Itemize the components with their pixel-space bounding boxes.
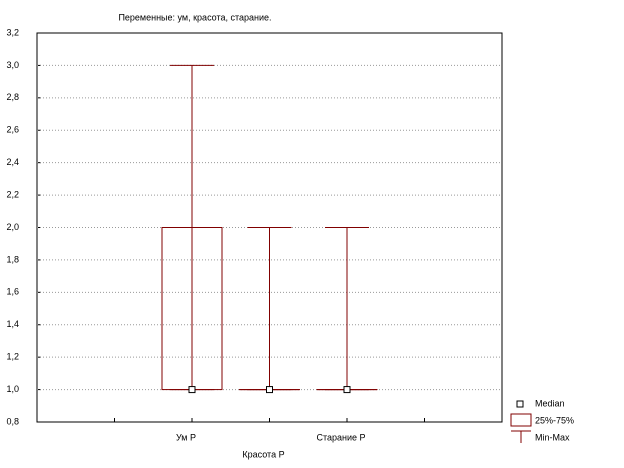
x-tick-label: Старание P [316, 432, 365, 442]
y-tick-label: 2,2 [6, 189, 19, 199]
chart-title: Переменные: ум, красота, старание. [118, 12, 271, 22]
median [343, 386, 351, 394]
legend-label: Min-Max [535, 432, 570, 442]
y-tick-label: 2,4 [6, 157, 19, 167]
x-tick-label: Ум P [176, 432, 196, 442]
legend-box-icon [510, 413, 532, 427]
x-tick-label: Красота P [242, 449, 284, 459]
y-tick-label: 3,2 [6, 27, 19, 37]
y-tick-label: 2,0 [6, 222, 19, 232]
y-tick-label: 3,0 [6, 60, 19, 70]
y-tick-label: 1,6 [6, 287, 19, 297]
y-tick-label: 1,8 [6, 254, 19, 264]
y-tick-label: 2,6 [6, 125, 19, 135]
legend-median-icon [516, 400, 524, 408]
legend-label: 25%-75% [535, 415, 574, 425]
y-tick-label: 0,8 [6, 416, 19, 426]
median [188, 386, 196, 394]
y-tick-label: 1,0 [6, 384, 19, 394]
y-tick-label: 2,8 [6, 92, 19, 102]
median [266, 386, 273, 394]
y-tick-label: 1,4 [6, 319, 19, 329]
legend-label: Median [535, 398, 565, 408]
y-tick-label: 1,2 [6, 352, 19, 362]
